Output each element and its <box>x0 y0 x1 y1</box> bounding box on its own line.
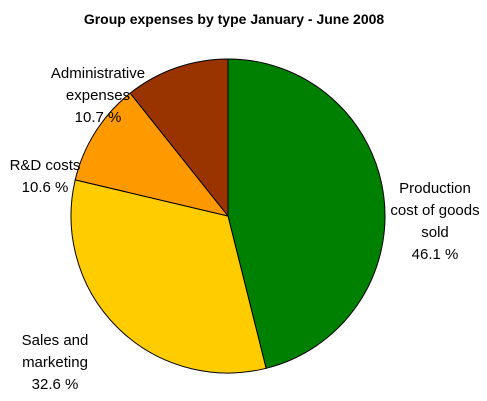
slice-value-text: 10.7 % <box>75 109 122 126</box>
pie-slice-administrative-expenses <box>129 58 229 218</box>
slice-label-line: expenses <box>66 87 130 104</box>
slice-value-text: 46.1 % <box>412 246 459 263</box>
slice-label-line: Administrative <box>51 65 145 82</box>
pie-slices <box>70 58 386 374</box>
pie-slice-production-cost-of-goods-sold <box>227 58 386 369</box>
slice-label-administrative-expenses: Administrative expenses 10.7 % <box>51 65 145 126</box>
slice-label-line: marketing <box>22 354 88 371</box>
slice-label-line: Sales and <box>22 332 89 349</box>
slice-label-sales-and-marketing: Sales and marketing 32.6 % <box>22 332 89 393</box>
pie-slice-r-d-costs <box>74 92 230 217</box>
slice-label-line: Production <box>399 180 471 197</box>
pie-slice-sales-and-marketing <box>70 179 267 374</box>
chart-title: Group expenses by type January - June 20… <box>84 11 385 27</box>
slice-label-r-d-costs: R&D costs 10.6 % <box>10 157 81 196</box>
slice-label-line: cost of goods <box>390 202 479 219</box>
slice-labels: Production cost of goods sold 46.1 % Sales a… <box>10 65 480 393</box>
slice-label-line: R&D costs <box>10 157 81 174</box>
slice-label-line: sold <box>421 224 449 241</box>
slice-label-production-cost-of-goods-sold: Production cost of goods sold 46.1 % <box>390 180 479 263</box>
slice-value-text: 10.6 % <box>22 179 69 196</box>
slice-value-text: 32.6 % <box>32 376 79 393</box>
